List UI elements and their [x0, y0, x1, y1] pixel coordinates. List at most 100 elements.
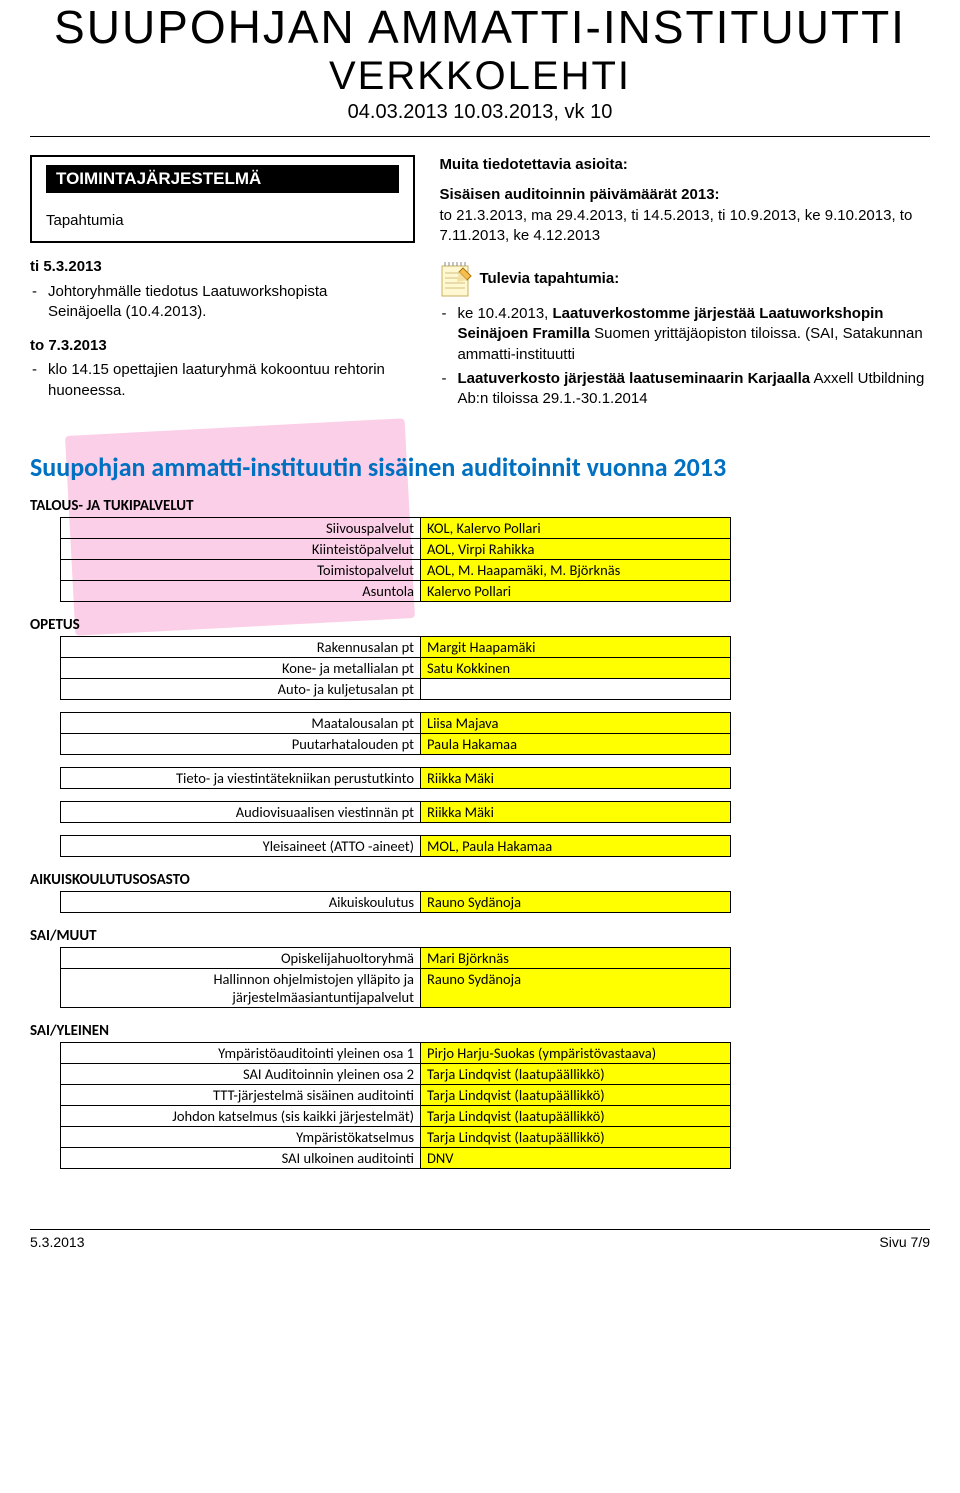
row-label: TTT-järjestelmä sisäinen auditointi: [61, 1085, 421, 1106]
upcoming-item: ke 10.4.2013, Laatuverkostomme järjestää…: [457, 304, 930, 365]
notepad-icon: [439, 260, 473, 298]
event-text: Johtoryhmälle tiedotus Laatuworkshopista: [48, 283, 327, 300]
audit-title: Suupohjan ammatti-instituutin sisäinen a…: [30, 451, 930, 483]
event-text: Seinäjoella (10.4.2013).: [48, 303, 206, 320]
row-value: AOL, Virpi Rahikka: [421, 539, 731, 560]
row-label: Kiinteistöpalvelut: [61, 539, 421, 560]
table-row: AikuiskoulutusRauno Sydänoja: [61, 892, 731, 913]
row-value: Satu Kokkinen: [421, 658, 731, 679]
masthead-date: 04.03.2013 10.03.2013, vk 10: [30, 101, 930, 124]
table-row: Hallinnon ohjelmistojen ylläpito ja järj…: [61, 969, 731, 1008]
audit-table: AikuiskoulutusRauno Sydänoja: [60, 891, 731, 913]
row-value: [421, 679, 731, 700]
row-label: Toimistopalvelut: [61, 560, 421, 581]
table-row: AsuntolaKalervo Pollari: [61, 581, 731, 602]
table-row: SAI ulkoinen auditointiDNV: [61, 1148, 731, 1169]
masthead-subtitle: VERKKOLEHTI: [30, 54, 930, 99]
row-label: Aikuiskoulutus: [61, 892, 421, 913]
row-value: Kalervo Pollari: [421, 581, 731, 602]
row-value: Margit Haapamäki: [421, 637, 731, 658]
category-label: TALOUS- JA TUKIPALVELUT: [30, 497, 930, 515]
row-label: Audiovisuaalisen viestinnän pt: [61, 802, 421, 823]
row-value: Pirjo Harju-Suokas (ympäristövastaava): [421, 1043, 731, 1064]
table-row: Puutarhatalouden ptPaula Hakamaa: [61, 734, 731, 755]
row-value: AOL, M. Haapamäki, M. Björknäs: [421, 560, 731, 581]
table-row: Audiovisuaalisen viestinnän ptRiikka Mäk…: [61, 802, 731, 823]
row-value: MOL, Paula Hakamaa: [421, 836, 731, 857]
table-row: SiivouspalvelutKOL, Kalervo Pollari: [61, 518, 731, 539]
table-row: Maatalousalan ptLiisa Majava: [61, 713, 731, 734]
row-value: Tarja Lindqvist (laatupäällikkö): [421, 1106, 731, 1127]
audit-table: OpiskelijahuoltoryhmäMari BjörknäsHallin…: [60, 947, 731, 1008]
row-value: Liisa Majava: [421, 713, 731, 734]
row-label: Auto- ja kuljetusalan pt: [61, 679, 421, 700]
row-label: Ympäristöauditointi yleinen osa 1: [61, 1043, 421, 1064]
table-row: YmpäristökatselmusTarja Lindqvist (laatu…: [61, 1127, 731, 1148]
row-label: Maatalousalan pt: [61, 713, 421, 734]
table-row: SAI Auditoinnin yleinen osa 2Tarja Lindq…: [61, 1064, 731, 1085]
row-value: Tarja Lindqvist (laatupäällikkö): [421, 1064, 731, 1085]
table-row: Auto- ja kuljetusalan pt: [61, 679, 731, 700]
text-bold: Laatuverkosto järjestää laatuseminaarin …: [457, 370, 810, 387]
audit-table: Ympäristöauditointi yleinen osa 1Pirjo H…: [60, 1042, 731, 1169]
row-label: Hallinnon ohjelmistojen ylläpito ja järj…: [61, 969, 421, 1008]
row-value: Mari Björknäs: [421, 948, 731, 969]
info-heading: Muita tiedotettavia asioita:: [439, 155, 930, 175]
row-label: Asuntola: [61, 581, 421, 602]
category-label: AIKUISKOULUTUSOSASTO: [30, 871, 930, 889]
row-value: DNV: [421, 1148, 731, 1169]
category-label: SAI/MUUT: [30, 927, 930, 945]
row-label: Ympäristökatselmus: [61, 1127, 421, 1148]
divider: [30, 136, 930, 137]
table-row: OpiskelijahuoltoryhmäMari Björknäs: [61, 948, 731, 969]
table-row: Ympäristöauditointi yleinen osa 1Pirjo H…: [61, 1043, 731, 1064]
row-value: Rauno Sydänoja: [421, 892, 731, 913]
section-tab: TOIMINTAJÄRJESTELMÄ: [46, 165, 399, 193]
row-label: Opiskelijahuoltoryhmä: [61, 948, 421, 969]
category-label: OPETUS: [30, 616, 930, 634]
table-row: Johdon katselmus (sis kaikki järjestelmä…: [61, 1106, 731, 1127]
info-subheading: Sisäisen auditoinnin päivämäärät 2013:: [439, 185, 930, 205]
left-box: TOIMINTAJÄRJESTELMÄ Tapahtumia: [30, 155, 415, 243]
footer-date: 5.3.2013: [30, 1234, 85, 1250]
row-label: Puutarhatalouden pt: [61, 734, 421, 755]
row-value: Tarja Lindqvist (laatupäällikkö): [421, 1085, 731, 1106]
audit-table: Audiovisuaalisen viestinnän ptRiikka Mäk…: [60, 801, 731, 823]
table-row: ToimistopalvelutAOL, M. Haapamäki, M. Bj…: [61, 560, 731, 581]
date-heading: ti 5.3.2013: [30, 257, 415, 277]
row-label: Johdon katselmus (sis kaikki järjestelmä…: [61, 1106, 421, 1127]
info-dates: to 21.3.2013, ma 29.4.2013, ti 14.5.2013…: [439, 206, 930, 247]
audit-table: Yleisaineet (ATTO -aineet)MOL, Paula Hak…: [60, 835, 731, 857]
table-row: Rakennusalan ptMargit Haapamäki: [61, 637, 731, 658]
row-label: Rakennusalan pt: [61, 637, 421, 658]
row-value: Tarja Lindqvist (laatupäällikkö): [421, 1127, 731, 1148]
masthead-title: SUUPOHJAN AMMATTI-INSTITUUTTI: [30, 0, 930, 54]
row-value: Paula Hakamaa: [421, 734, 731, 755]
row-label: Tieto- ja viestintätekniikan perustutkin…: [61, 768, 421, 789]
audit-table: Maatalousalan ptLiisa MajavaPuutarhatalo…: [60, 712, 731, 755]
category-label: SAI/YLEINEN: [30, 1022, 930, 1040]
date-heading: to 7.3.2013: [30, 336, 415, 356]
event-item: Johtoryhmälle tiedotus Laatuworkshopista…: [48, 282, 415, 323]
table-row: Kone- ja metallialan ptSatu Kokkinen: [61, 658, 731, 679]
upcoming-item: Laatuverkosto järjestää laatuseminaarin …: [457, 369, 930, 410]
row-value: Rauno Sydänoja: [421, 969, 731, 1008]
table-row: TTT-järjestelmä sisäinen auditointiTarja…: [61, 1085, 731, 1106]
audit-table: Rakennusalan ptMargit HaapamäkiKone- ja …: [60, 636, 731, 700]
row-label: Kone- ja metallialan pt: [61, 658, 421, 679]
row-label: SAI ulkoinen auditointi: [61, 1148, 421, 1169]
footer-page: Sivu 7/9: [879, 1234, 930, 1250]
table-row: Yleisaineet (ATTO -aineet)MOL, Paula Hak…: [61, 836, 731, 857]
upcoming-heading: Tulevia tapahtumia:: [479, 269, 619, 289]
row-label: SAI Auditoinnin yleinen osa 2: [61, 1064, 421, 1085]
event-item: klo 14.15 opettajien laaturyhmä kokoontu…: [48, 360, 415, 401]
row-value: Riikka Mäki: [421, 802, 731, 823]
row-label: Siivouspalvelut: [61, 518, 421, 539]
text: ke 10.4.2013,: [457, 305, 552, 322]
row-label: Yleisaineet (ATTO -aineet): [61, 836, 421, 857]
audit-table: SiivouspalvelutKOL, Kalervo PollariKiint…: [60, 517, 731, 602]
table-row: Tieto- ja viestintätekniikan perustutkin…: [61, 768, 731, 789]
row-value: KOL, Kalervo Pollari: [421, 518, 731, 539]
audit-table: Tieto- ja viestintätekniikan perustutkin…: [60, 767, 731, 789]
row-value: Riikka Mäki: [421, 768, 731, 789]
